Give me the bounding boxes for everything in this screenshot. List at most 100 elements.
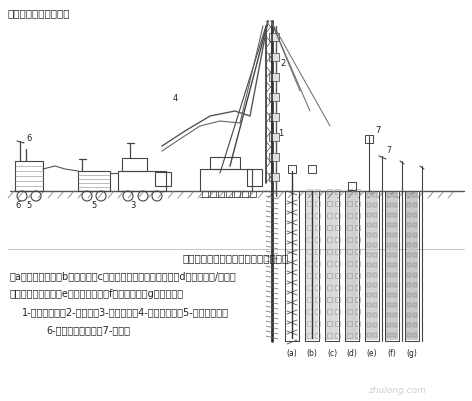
Bar xyxy=(367,333,371,337)
Text: 6: 6 xyxy=(26,134,32,143)
Bar xyxy=(269,93,279,101)
Bar xyxy=(373,293,377,297)
Bar xyxy=(413,333,417,337)
Bar xyxy=(327,213,332,218)
Bar xyxy=(407,283,411,287)
Bar xyxy=(269,33,279,41)
Bar xyxy=(373,333,377,337)
Bar xyxy=(335,333,340,338)
Bar xyxy=(373,263,377,267)
Bar xyxy=(393,213,397,217)
Bar xyxy=(355,309,360,314)
Bar xyxy=(413,233,417,237)
Bar xyxy=(307,225,312,230)
Text: (b): (b) xyxy=(306,349,318,358)
Text: 3: 3 xyxy=(130,201,135,210)
Bar xyxy=(387,273,391,277)
Bar xyxy=(413,283,417,287)
Bar xyxy=(307,285,312,290)
Bar xyxy=(373,203,377,207)
Bar xyxy=(327,297,332,302)
Bar xyxy=(347,237,352,242)
Bar xyxy=(327,249,332,254)
Bar xyxy=(413,303,417,307)
Bar xyxy=(355,321,360,326)
Bar xyxy=(327,225,332,230)
Bar xyxy=(407,323,411,327)
Bar xyxy=(335,249,340,254)
Bar xyxy=(413,313,417,317)
Bar xyxy=(226,191,232,197)
Bar xyxy=(387,263,391,267)
Bar xyxy=(307,297,312,302)
Bar xyxy=(347,201,352,206)
Bar xyxy=(335,309,340,314)
Bar xyxy=(307,261,312,266)
Bar xyxy=(407,193,411,197)
Bar xyxy=(234,191,240,197)
Text: (a): (a) xyxy=(287,349,297,358)
Bar xyxy=(407,233,411,237)
Bar xyxy=(347,225,352,230)
Bar xyxy=(315,297,320,302)
Bar xyxy=(327,285,332,290)
Bar xyxy=(327,333,332,338)
Bar xyxy=(387,213,391,217)
Bar xyxy=(355,333,360,338)
Bar xyxy=(373,193,377,197)
Bar xyxy=(355,201,360,206)
Bar xyxy=(413,223,417,227)
Bar xyxy=(367,313,371,317)
Bar xyxy=(387,223,391,227)
Bar xyxy=(347,333,352,338)
Bar xyxy=(367,293,371,297)
Bar xyxy=(210,191,216,197)
Bar xyxy=(387,323,391,327)
Bar xyxy=(315,237,320,242)
Text: (f): (f) xyxy=(388,349,396,358)
Bar xyxy=(355,237,360,242)
Bar xyxy=(315,333,320,338)
Bar xyxy=(355,189,360,194)
Bar xyxy=(288,165,296,173)
Bar xyxy=(307,309,312,314)
Bar xyxy=(307,189,312,194)
Bar xyxy=(367,263,371,267)
Bar xyxy=(335,213,340,218)
Bar xyxy=(413,273,417,277)
Bar xyxy=(202,191,208,197)
Bar xyxy=(327,273,332,278)
Text: zhulong.com: zhulong.com xyxy=(368,386,426,395)
Bar xyxy=(387,293,391,297)
Bar xyxy=(373,243,377,247)
Bar xyxy=(393,273,397,277)
Bar xyxy=(387,203,391,207)
Text: 施工工艺流程如图示。: 施工工艺流程如图示。 xyxy=(8,8,70,18)
Bar xyxy=(315,309,320,314)
Bar xyxy=(315,201,320,206)
Bar xyxy=(387,193,391,197)
Bar xyxy=(355,249,360,254)
Text: 4: 4 xyxy=(172,94,177,103)
Text: 7: 7 xyxy=(386,146,391,155)
Bar xyxy=(210,157,240,169)
Bar xyxy=(347,309,352,314)
Bar xyxy=(327,189,332,194)
Bar xyxy=(413,243,417,247)
Bar xyxy=(269,113,279,121)
Bar xyxy=(407,263,411,267)
Text: (g): (g) xyxy=(406,349,417,358)
Bar xyxy=(250,191,256,197)
Bar xyxy=(393,293,397,297)
Bar xyxy=(406,192,418,340)
Bar xyxy=(387,233,391,237)
Bar xyxy=(242,191,248,197)
Bar xyxy=(335,225,340,230)
Bar xyxy=(373,253,377,257)
Bar xyxy=(407,243,411,247)
Text: 1: 1 xyxy=(278,129,283,138)
Bar xyxy=(413,263,417,267)
Bar xyxy=(407,273,411,277)
Bar xyxy=(393,243,397,247)
Text: (c): (c) xyxy=(327,349,337,358)
